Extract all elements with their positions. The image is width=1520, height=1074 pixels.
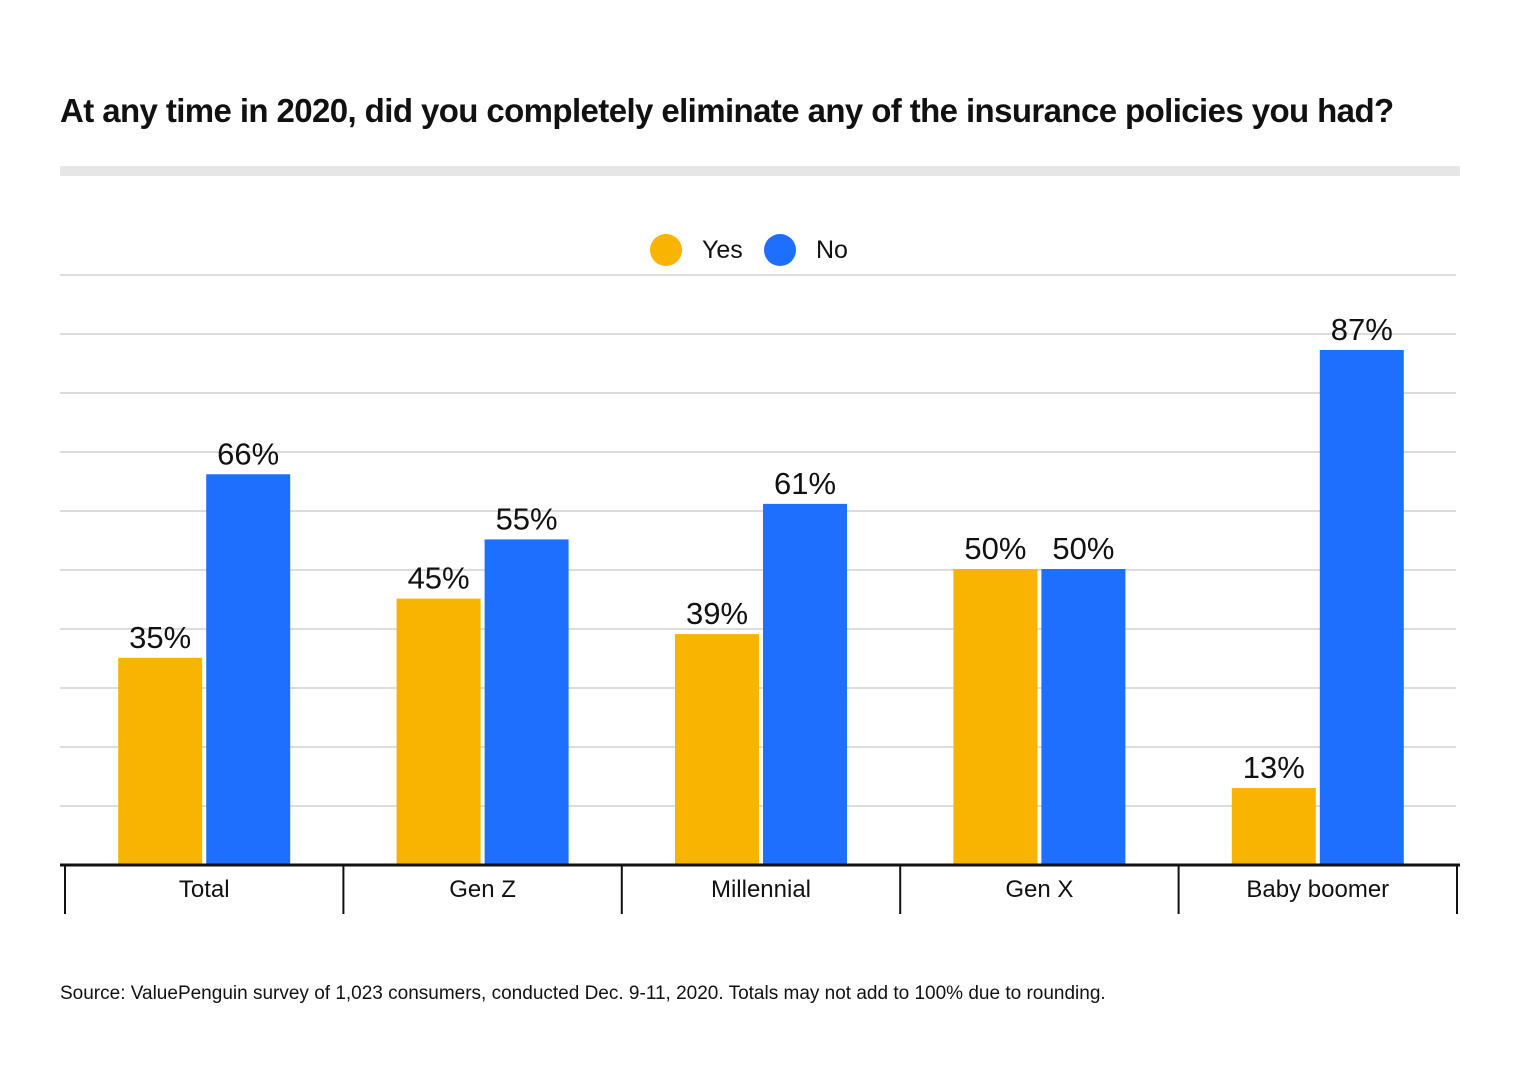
data-label-no: 66% <box>217 436 279 471</box>
data-label-no: 55% <box>496 501 558 536</box>
bar-no <box>763 503 847 865</box>
data-label-no: 50% <box>1052 531 1114 566</box>
x-tick-label: Baby boomer <box>1246 876 1389 903</box>
bar-yes <box>675 634 759 865</box>
x-tick-label: Total <box>179 876 230 903</box>
data-label-no: 87% <box>1331 312 1393 347</box>
legend-label-yes: Yes <box>702 235 743 264</box>
data-label-yes: 39% <box>686 596 748 631</box>
data-label-yes: 50% <box>964 531 1026 566</box>
bar-yes <box>396 598 481 865</box>
bar-yes <box>118 657 203 865</box>
legend: Yes No <box>0 234 1520 270</box>
legend-item-yes: Yes <box>650 234 743 266</box>
bar-no <box>484 539 569 865</box>
bar-yes <box>953 569 1038 865</box>
data-label-yes: 45% <box>408 561 470 596</box>
data-label-no: 61% <box>774 466 836 501</box>
legend-item-no: No <box>764 234 848 266</box>
x-tick-label: Millennial <box>711 876 811 903</box>
data-label-yes: 13% <box>1243 750 1305 785</box>
bar-no <box>1319 349 1404 866</box>
bar-yes <box>1231 788 1316 865</box>
legend-label-no: No <box>816 235 848 264</box>
chart-title: At any time in 2020, did you completely … <box>60 92 1394 129</box>
legend-swatch-yes <box>650 234 682 266</box>
source-note: Source: ValuePenguin survey of 1,023 con… <box>60 983 1106 1004</box>
title-divider <box>60 166 1460 176</box>
data-label-yes: 35% <box>129 620 191 655</box>
x-tick-label: Gen Z <box>449 876 516 903</box>
x-tick-label: Gen X <box>1005 876 1073 903</box>
bar-no <box>1041 569 1126 865</box>
legend-swatch-no <box>764 234 796 266</box>
bar-no <box>206 474 291 865</box>
